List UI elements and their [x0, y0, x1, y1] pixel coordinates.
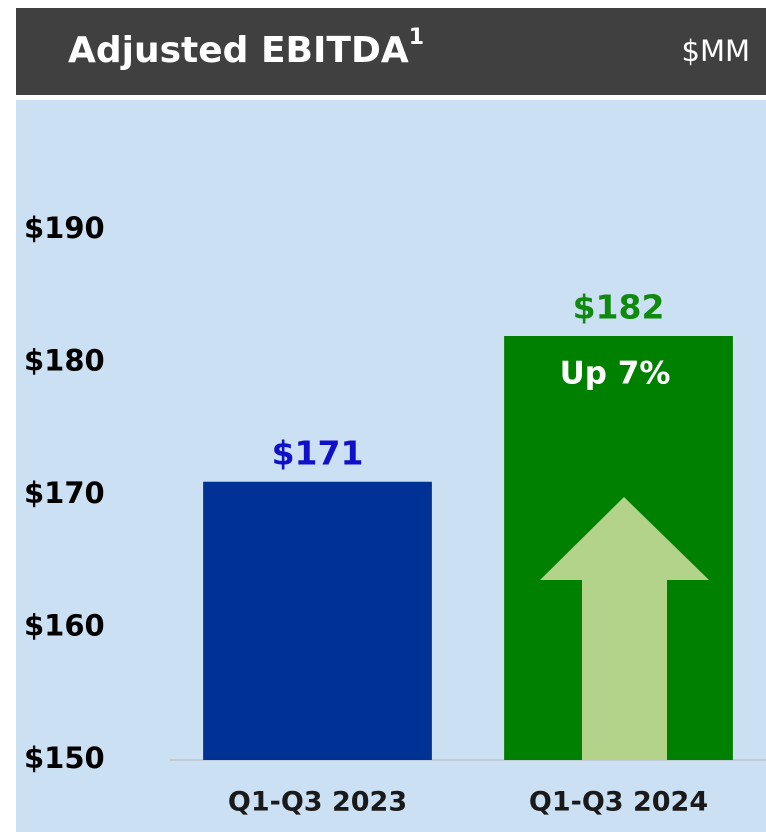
chart-title: Adjusted EBITDA1 — [68, 25, 424, 71]
title-text: Adjusted EBITDA — [68, 30, 409, 71]
x-tick-label: Q1-Q3 2023 — [228, 787, 407, 818]
up-arrow — [540, 497, 709, 760]
title-footnote: 1 — [409, 25, 424, 50]
y-tick-label: $170 — [24, 476, 105, 510]
bar — [203, 481, 432, 760]
value-label: $171 — [272, 433, 364, 472]
x-tick-label: Q1-Q3 2024 — [529, 787, 708, 818]
value-label: $182 — [573, 288, 665, 327]
marks: $150 $160 $170 $180 $190 Q1-Q3 2023 $171 Q1-Q3 … — [24, 211, 766, 818]
y-tick-label: $150 — [24, 741, 105, 775]
y-tick-label: $180 — [24, 344, 105, 378]
annotation: Up 7% — [560, 356, 671, 392]
y-tick-label: $160 — [24, 609, 105, 643]
units-label: $MM — [682, 34, 751, 68]
header-bar — [16, 8, 766, 95]
y-tick-label: $190 — [24, 211, 105, 245]
